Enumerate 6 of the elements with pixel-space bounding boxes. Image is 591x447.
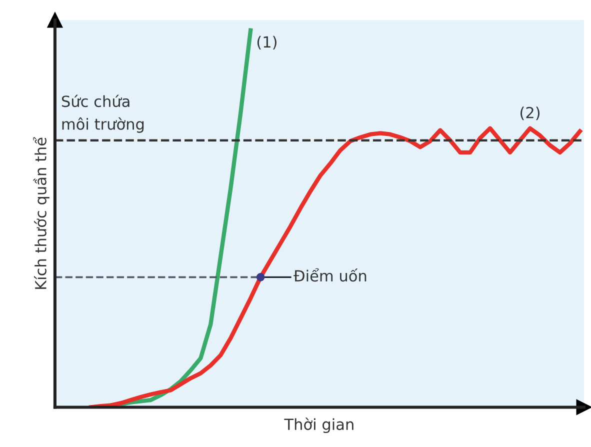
series-label: (2) [520,106,540,120]
ref-line-label: Điểm uốn [294,268,366,282]
series-label: (1) [257,36,276,50]
x-axis-title: Thời gian [284,418,354,434]
ref-line-label: Sức chứa môi trường [62,94,144,133]
y-axis-title: Kích thước quần thể [33,137,50,289]
